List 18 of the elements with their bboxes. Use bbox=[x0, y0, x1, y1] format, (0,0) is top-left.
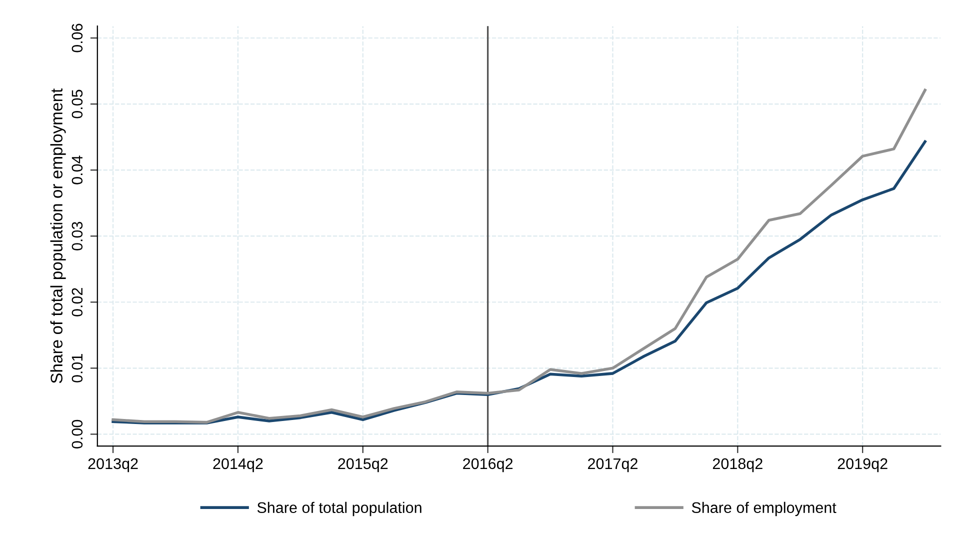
y-tick-label: 0.04 bbox=[72, 156, 83, 184]
legend-label: Share of total population bbox=[257, 502, 422, 516]
x-tick-label: 2013q2 bbox=[88, 458, 138, 472]
y-tick-label: 0.00 bbox=[72, 420, 83, 448]
x-tick-label: 2018q2 bbox=[712, 458, 762, 472]
x-tick-label: 2016q2 bbox=[463, 458, 513, 472]
x-tick-label: 2015q2 bbox=[338, 458, 388, 472]
legend-label: Share of employment bbox=[692, 502, 836, 516]
y-axis-title: Share of total population or employment bbox=[50, 88, 66, 384]
x-tick-label: 2014q2 bbox=[213, 458, 263, 472]
x-tick-label: 2017q2 bbox=[588, 458, 638, 472]
y-tick-label: 0.02 bbox=[72, 288, 83, 316]
x-tick-label: 2019q2 bbox=[838, 458, 888, 472]
line-series bbox=[112, 88, 926, 424]
y-tick-label: 0.01 bbox=[72, 354, 83, 382]
y-tick-label: 0.03 bbox=[72, 222, 83, 250]
y-tick-label: 0.05 bbox=[72, 90, 83, 118]
y-tick-label: 0.06 bbox=[72, 24, 83, 52]
